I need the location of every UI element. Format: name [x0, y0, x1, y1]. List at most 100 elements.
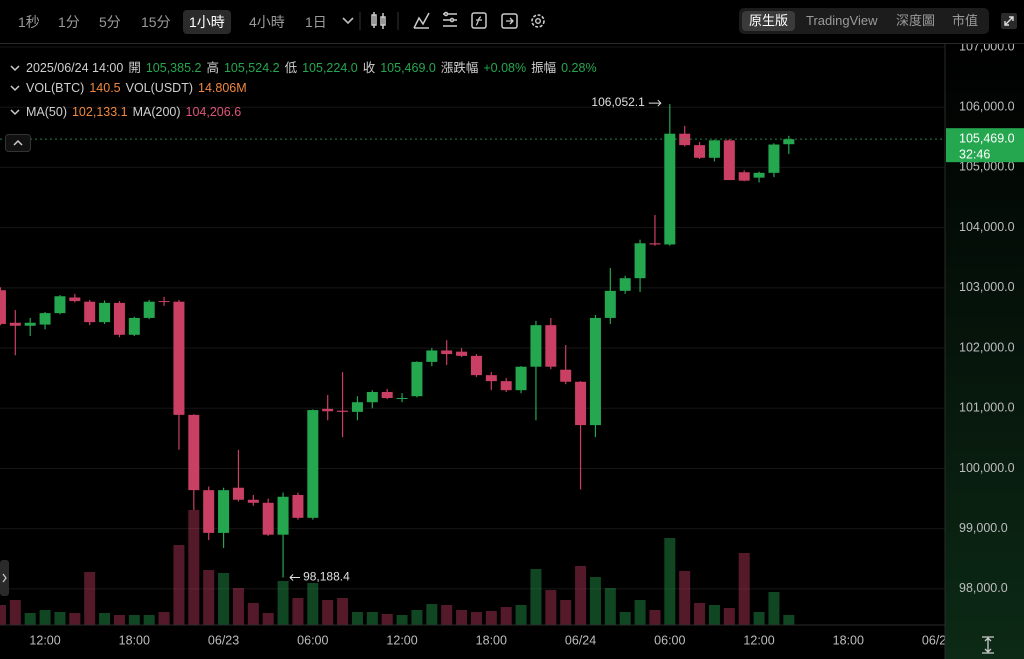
candle-body: [128, 317, 140, 335]
settings-icon: [531, 14, 545, 28]
replay-icon: [501, 13, 518, 29]
interval-button[interactable]: 15分: [141, 14, 171, 30]
settings-icon-core: [535, 18, 542, 25]
candle-body: [694, 145, 706, 158]
volume-bar: [128, 615, 140, 625]
y-tick-label: 107,000.0: [959, 44, 1015, 53]
y-tick-label: 98,000.0: [959, 581, 1008, 595]
candle-body: [351, 402, 363, 412]
volume-bar: [143, 615, 155, 625]
interval-button[interactable]: 4小時: [249, 14, 285, 30]
interval-button[interactable]: 1分: [58, 14, 80, 30]
candle-body: [322, 408, 334, 412]
volume-bar: [441, 605, 453, 625]
candle-body: [396, 398, 408, 400]
candle-body: [679, 133, 691, 146]
interval-button[interactable]: 1秒: [18, 14, 40, 30]
candle-body: [366, 391, 378, 403]
candle-body: [664, 133, 676, 245]
volume-bar: [560, 600, 572, 625]
fullscreen-button[interactable]: [1001, 13, 1017, 29]
volume-bar: [530, 569, 542, 625]
chart: 106,052.1 98,188.4 12:00 18:00 06/23 06:00 12:…: [0, 44, 1024, 659]
candle-body: [545, 325, 557, 367]
candle-body: [575, 381, 587, 426]
candle-body: [158, 301, 170, 303]
volume-bar: [753, 612, 765, 625]
volume-bar: [54, 612, 66, 625]
time-axis: [0, 625, 1024, 659]
candle-body: [500, 381, 512, 391]
candle-body: [530, 325, 542, 367]
candle-body: [84, 301, 96, 323]
candle-body: [69, 297, 81, 302]
candle-body: [113, 302, 125, 335]
x-tick-label: 18:00: [833, 633, 864, 647]
volume-bar: [500, 607, 512, 625]
volume-bar: [99, 613, 111, 625]
ohlc-label: 開: [128, 61, 141, 75]
annotation-arrow: [648, 99, 662, 107]
candle-body: [589, 317, 601, 426]
x-tick-label: 12:00: [743, 633, 774, 647]
volume-bar: [768, 592, 780, 625]
view-button[interactable]: 原生版: [742, 11, 796, 31]
candle-body: [277, 496, 289, 535]
collapse-icon[interactable]: [10, 64, 20, 72]
volume-bar: [619, 612, 631, 625]
volume-bar: [545, 590, 557, 625]
candle-body: [247, 499, 259, 503]
volume-bar: [515, 605, 527, 625]
volume-bar: [173, 545, 185, 625]
volume-bar: [158, 612, 170, 625]
interval-button[interactable]: 1日: [305, 14, 327, 30]
fullscreen-icon: [1004, 16, 1014, 26]
y-tick-label: 100,000.0: [959, 461, 1015, 475]
auto-scale-icon: [982, 636, 994, 654]
interval-button[interactable]: 5分: [99, 14, 121, 30]
collapse-icon[interactable]: [10, 108, 20, 116]
side-panel-toggle[interactable]: [0, 560, 9, 596]
candle-body: [470, 355, 482, 376]
volume-bar: [39, 610, 51, 625]
collapse-icon[interactable]: [10, 84, 20, 92]
volume-bar: [262, 613, 274, 625]
interval-button[interactable]: 1小時: [183, 10, 231, 34]
volume-bar: [456, 610, 468, 625]
script-icon: [471, 12, 487, 29]
volume-bar: [218, 573, 230, 625]
view-button[interactable]: 市值: [952, 13, 979, 28]
volume-value: 14.806M: [198, 81, 247, 95]
collapse-legend-button[interactable]: [5, 134, 31, 152]
y-tick-label: 104,000.0: [959, 220, 1015, 234]
candle-body: [768, 144, 780, 173]
candle-body: [411, 361, 423, 397]
volume-bar: [604, 588, 616, 625]
y-tick-label: 106,000.0: [959, 100, 1015, 114]
ma-label: MA(200): [132, 105, 181, 119]
volume-bar: [84, 572, 96, 625]
replay-icon-glyph: [506, 17, 514, 25]
ohlc-value: 105,224.0: [302, 61, 358, 75]
volume-bar: [649, 610, 661, 625]
candle-body: [441, 350, 453, 355]
ohlc-value: 0.28%: [561, 61, 597, 75]
candle-body: [456, 351, 468, 356]
candle-body: [634, 243, 646, 279]
view-button[interactable]: 深度圖: [896, 13, 936, 28]
candle-body: [515, 366, 527, 391]
volume-bar: [188, 510, 200, 625]
view-button[interactable]: TradingView: [806, 13, 878, 28]
volume-bar: [426, 604, 438, 625]
volume-bar: [24, 613, 36, 625]
candle-body: [708, 140, 720, 158]
candle-body: [307, 410, 319, 518]
ohlc-label: 低: [284, 61, 298, 75]
volume-bar: [589, 577, 601, 625]
countdown-label: 32:46: [959, 147, 990, 161]
x-tick-label: 06/23: [208, 633, 239, 647]
volume-bar: [247, 603, 259, 625]
candle-body: [39, 313, 51, 325]
candle-body: [738, 172, 750, 181]
